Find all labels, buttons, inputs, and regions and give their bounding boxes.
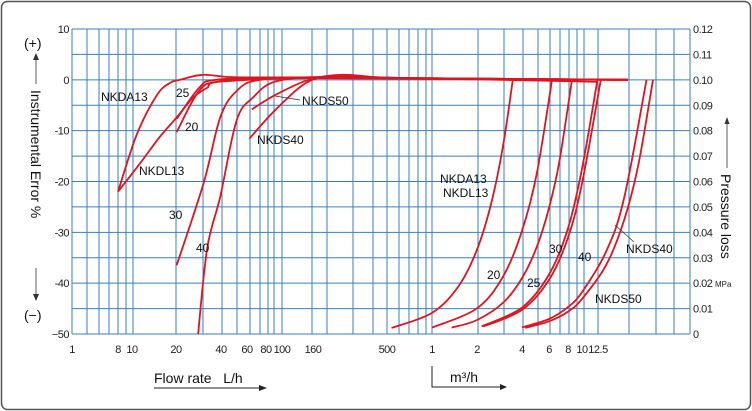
nkds50-leader-line (274, 95, 301, 101)
curve-label: 30 (549, 242, 563, 256)
arrow-right-icon (259, 385, 267, 391)
error-curve-nkds40 (248, 74, 599, 140)
x-tick-label: 2 (474, 344, 480, 356)
curve-label: 40 (196, 241, 210, 255)
right-tick-label: 0.10 (693, 75, 713, 87)
left-axis-label: Instrumental Error % (28, 90, 44, 218)
pressure-curve-nkda13-nkdl13 (391, 79, 514, 329)
right-tick-label: 0.02 (693, 278, 713, 290)
right-tick-label: 0.08 (693, 126, 713, 138)
curve-label: NKDS40 (626, 242, 673, 256)
pressure-curve-30 (481, 79, 599, 328)
arrow-right-icon (500, 384, 507, 390)
right-tick-label: 0.11 (693, 49, 712, 61)
curve-label: 25 (527, 276, 541, 290)
right-tick-label: 0.01 (693, 304, 713, 316)
left-tick-label: 0 (63, 75, 69, 87)
x-tick-label: 6 (546, 344, 552, 356)
right-axis-label: Pressure loss (718, 174, 734, 259)
x-tick-label: 160 (305, 344, 322, 356)
pressure-curve-nkds40 (521, 79, 648, 329)
pressure-curve-25 (451, 79, 573, 329)
curve-label: 40 (578, 250, 592, 264)
x-axis-label-lh: Flow rate L/h (154, 370, 243, 386)
x-tick-label: 1 (69, 344, 75, 356)
right-tick-label: 0.06 (693, 177, 713, 189)
right-axis-unit: MPa (715, 280, 732, 289)
x-tick-label: 10 (576, 344, 588, 356)
nkds40-leader-line (614, 224, 635, 243)
arrow-down-icon (33, 294, 39, 301)
left-tick-label: −50 (52, 329, 70, 341)
pressure-curve-nkds50 (524, 79, 654, 329)
right-tick-label: 0.04 (693, 227, 713, 239)
x-tick-label: 1 (429, 344, 435, 356)
curve-label: NKDS50 (302, 94, 349, 108)
curve-label: 20 (487, 268, 501, 282)
x-tick-label: 12.5 (588, 344, 608, 356)
curve-label: NKDA13 (440, 172, 487, 186)
curve-label: NKDL13 (139, 164, 185, 178)
right-tick-label: 0.09 (693, 100, 713, 112)
left-plus-label: (+) (24, 35, 42, 51)
x-tick-label: 20 (170, 344, 182, 356)
curve-label: NKDA13 (101, 90, 148, 104)
x-tick-label: 500 (379, 344, 396, 356)
right-tick-label: 0.12 (693, 24, 713, 36)
x-tick-label: 80 (260, 344, 272, 356)
tick-labels: 100-10-20-30-40−500.120.110.100.090.080.… (52, 24, 713, 356)
curve-label: NKDS50 (595, 292, 642, 306)
curve-label: 25 (176, 86, 190, 100)
right-tick-label: 0.07 (693, 151, 713, 163)
left-minus-label: (−) (24, 307, 42, 323)
curves (117, 73, 654, 335)
left-tick-label: -20 (55, 177, 70, 189)
x-tick-label: 4 (519, 344, 525, 356)
right-tick-label: 0.05 (693, 202, 713, 214)
left-tick-label: -10 (55, 126, 70, 138)
right-tick-label: 0.03 (693, 253, 713, 265)
x-tick-label: 10 (126, 344, 138, 356)
m3h-bracket-line (431, 366, 502, 388)
left-tick-label: 10 (58, 24, 70, 36)
curve-label: 30 (169, 208, 183, 222)
curve-label: 20 (185, 120, 199, 134)
curve-label: NKDS40 (257, 133, 304, 147)
pressure-curve-40 (482, 79, 602, 328)
arrow-up-icon (33, 53, 39, 60)
curve-label: NKDL13 (443, 186, 489, 200)
grid (71, 28, 691, 335)
curve-annotations: NKDA13 2520NKDL133040NKDS50NKDS40NKDA13NK… (101, 86, 673, 306)
x-tick-label: 8 (565, 344, 571, 356)
left-tick-label: -30 (55, 227, 70, 239)
x-tick-label: 40 (215, 344, 227, 356)
x-axis-label-m3h: m³/h (450, 369, 478, 385)
x-tick-label: 60 (241, 344, 253, 356)
arrow-up-icon (724, 117, 730, 124)
x-tick-label: 8 (115, 344, 121, 356)
pressure-curve-20 (431, 79, 553, 329)
x-tick-label: 100 (274, 344, 291, 356)
left-tick-label: -40 (55, 278, 70, 290)
right-tick-label: 0 (693, 329, 699, 341)
